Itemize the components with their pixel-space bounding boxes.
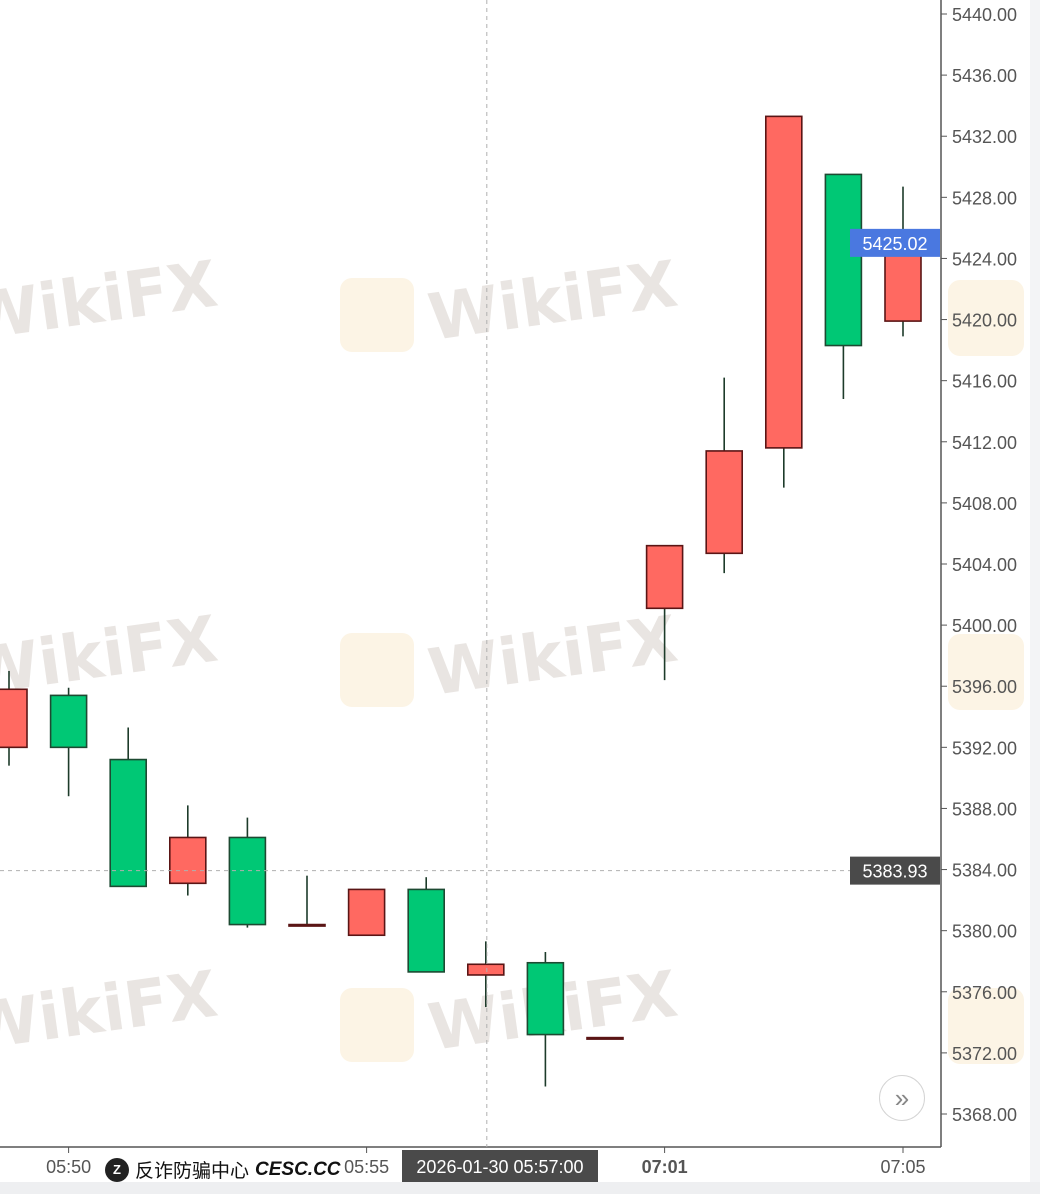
y-tick-label: 5432.00 (952, 127, 1017, 147)
candle-6[interactable] (288, 875, 326, 927)
candle-body (466, 963, 505, 976)
x-tick-label: 07:01 (642, 1157, 688, 1177)
candle-body (705, 450, 744, 555)
wikifx-watermark: WikiFX (0, 958, 222, 1066)
y-tick-label: 5424.00 (952, 249, 1017, 269)
right-edge-strip (1030, 0, 1040, 1182)
candle-body (586, 1036, 624, 1040)
y-tick-label: 5408.00 (952, 494, 1017, 514)
candle-body (407, 888, 446, 973)
candle-body (645, 544, 684, 610)
wikifx-logo-icon (948, 280, 1024, 356)
y-tick-label: 5420.00 (952, 311, 1017, 331)
candle-body (347, 888, 386, 937)
y-tick-label: 5404.00 (952, 555, 1017, 575)
x-axis: 05:50 05:55 07:01 07:05 (46, 1147, 926, 1177)
y-tick-label: 5416.00 (952, 372, 1017, 392)
candle-body (824, 173, 863, 347)
wikifx-watermark: WikiFX (0, 603, 222, 711)
candle-13[interactable] (705, 377, 744, 574)
candle-12[interactable] (645, 544, 684, 681)
candle-1[interactable] (0, 670, 28, 766)
candle-8[interactable] (407, 877, 446, 973)
candle-body (109, 758, 147, 888)
double-chevron-right-icon: » (894, 1082, 910, 1113)
y-tick-label: 5440.00 (952, 5, 1017, 25)
candle-2[interactable] (49, 687, 88, 797)
candle-4[interactable] (169, 805, 207, 896)
candle-body (169, 836, 207, 885)
y-tick-label: 5428.00 (952, 188, 1017, 208)
wikifx-watermark: WikiFX (424, 248, 682, 356)
watermarks: WikiFXWikiFXWikiFXWikiFXWikiFXWikiFX (0, 248, 1024, 1066)
wikifx-logo-icon (340, 278, 414, 352)
y-tick-label: 5384.00 (952, 861, 1017, 881)
candle-9[interactable] (466, 941, 505, 1008)
candle-3[interactable] (109, 727, 147, 888)
crosshair-time-label-bg (402, 1150, 598, 1182)
wikifx-watermark: WikiFX (0, 248, 222, 356)
cesc-badge-text: 反诈防骗中心 (135, 1161, 250, 1182)
candle-14[interactable] (764, 115, 803, 488)
y-tick-label: 5368.00 (952, 1105, 1017, 1125)
x-tick-label: 05:50 (46, 1157, 91, 1177)
candle-11[interactable] (586, 1036, 624, 1040)
candles (0, 115, 922, 1087)
crosshair-price-label: 5383.93 (862, 862, 927, 882)
y-tick-label: 5372.00 (952, 1044, 1017, 1064)
wikifx-logo-icon (948, 988, 1024, 1064)
y-tick-label: 5392.00 (952, 738, 1017, 758)
y-tick-label: 5400.00 (952, 616, 1017, 636)
cesc-logo-icon: Z (105, 1157, 129, 1182)
candle-body (49, 694, 88, 749)
x-tick-label: 05:55 (344, 1157, 389, 1177)
candle-body (288, 923, 326, 927)
scroll-to-latest-button[interactable]: » (879, 1075, 925, 1121)
crosshair: 5383.93 2026-01-30 05:57:00 (0, 0, 941, 1182)
candle-body (0, 688, 28, 749)
last-price-label-bg (850, 228, 940, 257)
wikifx-logo-icon (948, 634, 1024, 710)
candle-15[interactable] (824, 173, 863, 399)
candle-10[interactable] (526, 952, 565, 1087)
y-tick-label: 5412.00 (952, 433, 1017, 453)
candle-body (764, 115, 803, 449)
candle-body (228, 836, 267, 926)
crosshair-time-label: 2026-01-30 05:57:00 (416, 1157, 583, 1177)
candle-16[interactable] (884, 186, 922, 337)
y-tick-label: 5396.00 (952, 677, 1017, 697)
cesc-domain: CESC.CC (255, 1158, 341, 1180)
y-tick-label: 5376.00 (952, 983, 1017, 1003)
wikifx-watermark: WikiFX (424, 603, 682, 711)
candle-5[interactable] (228, 817, 267, 928)
candle-7[interactable] (347, 888, 386, 937)
bottom-toolbar-strip (0, 1182, 1040, 1194)
y-tick-label: 5388.00 (952, 799, 1017, 819)
last-price-label: 5425.02 (862, 234, 927, 254)
last-price-marker: 5425.02 (850, 228, 940, 257)
wikifx-logo-icon (340, 988, 414, 1062)
y-tick-label: 5436.00 (952, 66, 1017, 86)
candle-body (526, 961, 565, 1036)
x-tick-label: 07:05 (880, 1157, 925, 1177)
y-tick-label: 5380.00 (952, 922, 1017, 942)
cesc-watermark: Z 反诈防骗中心 CESC.CC (105, 1156, 341, 1183)
wikifx-logo-icon (340, 633, 414, 707)
crosshair-price-label-bg (850, 856, 940, 885)
y-axis: 5368.00 5372.00 5376.00 5380.00 5384.00 5388.… (941, 5, 1017, 1125)
